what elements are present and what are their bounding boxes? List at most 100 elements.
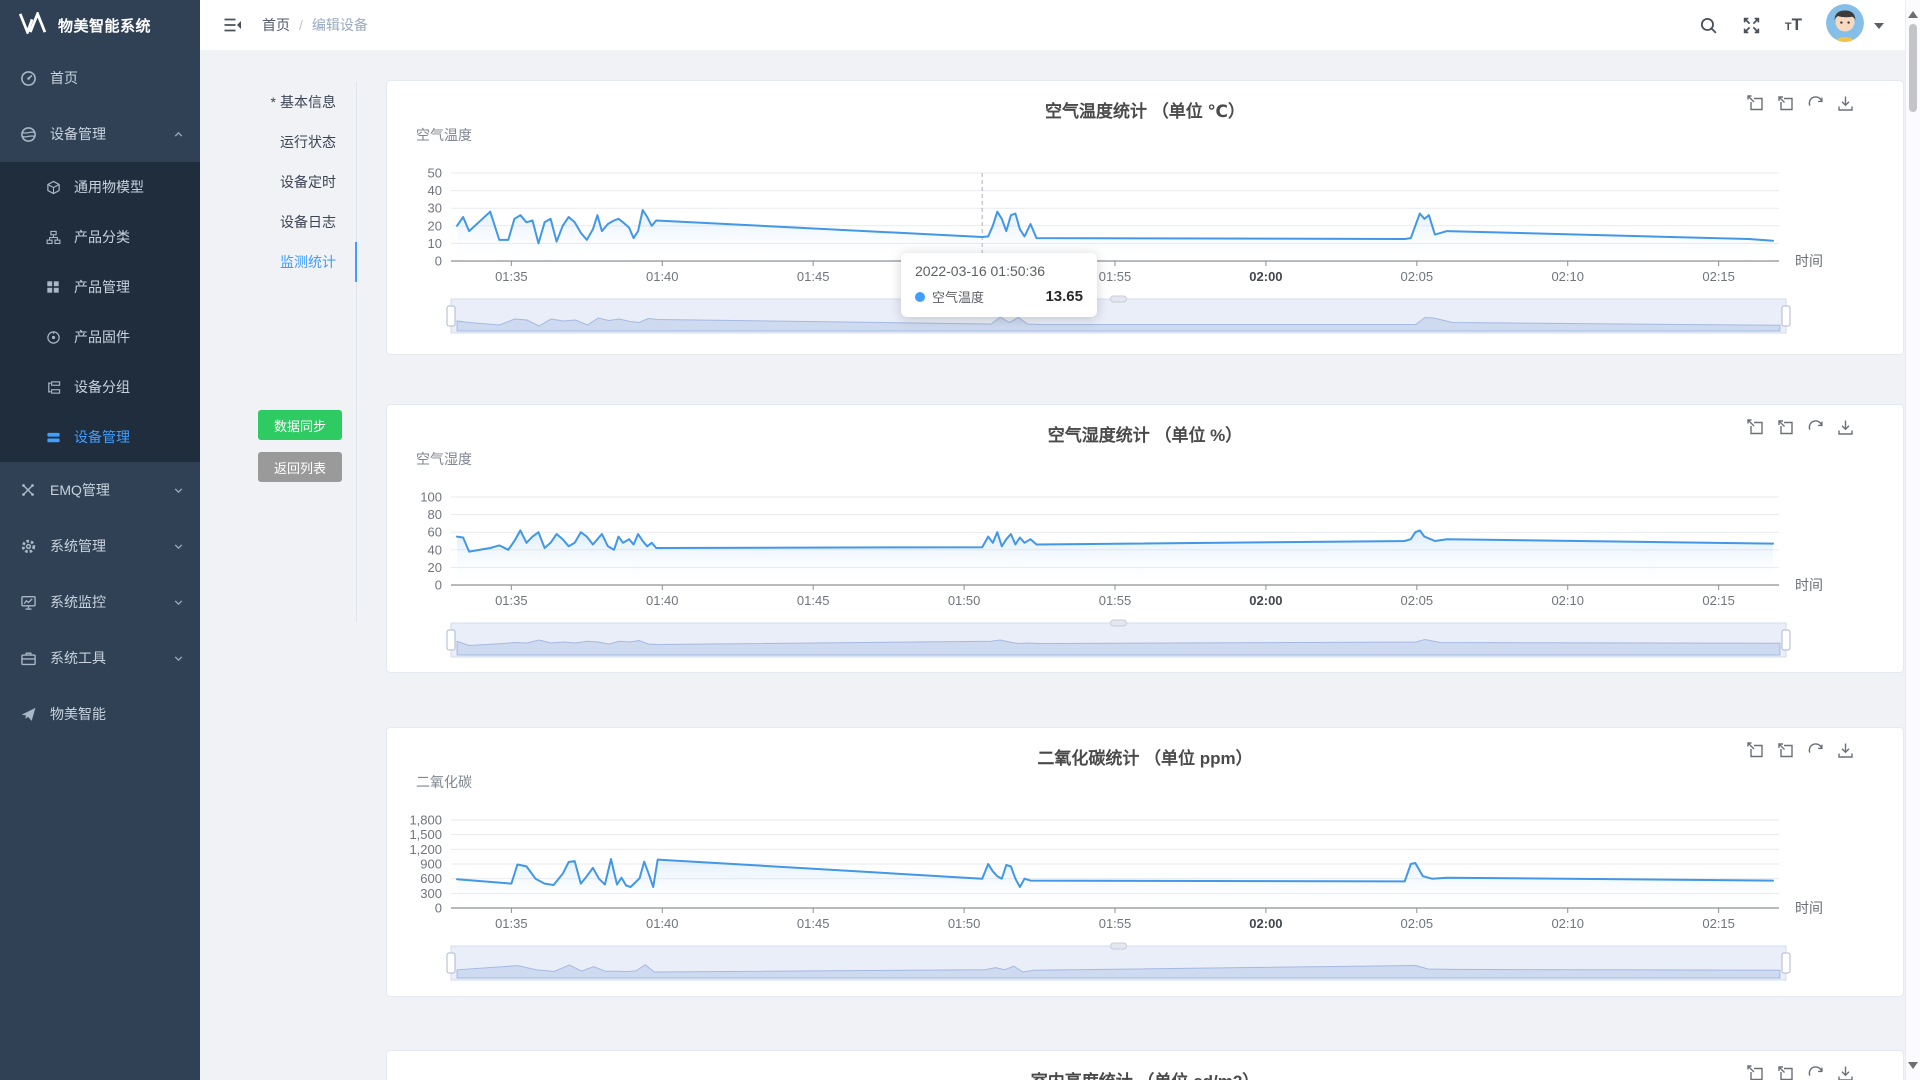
sidebar-item-home[interactable]: 首页: [0, 50, 200, 106]
datazoom-handle[interactable]: [446, 952, 456, 974]
sidebar-item-label: 系统工具: [50, 650, 106, 666]
user-menu[interactable]: [1826, 3, 1884, 47]
toolbox-restore-icon[interactable]: [1806, 94, 1825, 113]
chart-toolbox: [1746, 741, 1855, 760]
toolbox-zoom-reset-icon[interactable]: [1776, 418, 1795, 437]
toolbox-zoom-reset-icon[interactable]: [1776, 741, 1795, 760]
sidebar-item-wumei[interactable]: 物美智能: [0, 686, 200, 742]
scrollbar-up-arrow-icon[interactable]: [1908, 6, 1918, 18]
required-mark: *: [270, 94, 276, 110]
search-icon[interactable]: [1699, 16, 1718, 35]
svg-text:01:55: 01:55: [1099, 916, 1132, 931]
tab-device-timer[interactable]: 设备定时: [210, 162, 356, 202]
datazoom-handle[interactable]: [446, 305, 456, 327]
sidebar-item-device-mgmt[interactable]: 设备管理: [0, 106, 200, 162]
sidebar-item-product-firmware[interactable]: 产品固件: [0, 312, 200, 362]
tab-device-log[interactable]: 设备日志: [210, 202, 356, 242]
svg-text:20: 20: [428, 218, 442, 233]
svg-text:1,500: 1,500: [409, 827, 442, 842]
data-sync-button[interactable]: 数据同步: [258, 410, 342, 440]
tab-run-status[interactable]: 运行状态: [210, 122, 356, 162]
sidebar-item-label: 系统监控: [50, 594, 106, 610]
top-header: 首页 / 编辑设备 TT: [200, 0, 1906, 50]
toolbox-save-image-icon[interactable]: [1836, 741, 1855, 760]
scrollbar-thumb[interactable]: [1909, 24, 1917, 112]
toolbox-zoom-reset-icon[interactable]: [1776, 94, 1795, 113]
toolbox-restore-icon[interactable]: [1806, 1064, 1825, 1080]
svg-text:01:40: 01:40: [646, 593, 679, 608]
svg-text:1,200: 1,200: [409, 842, 442, 857]
toolbox-datazoom-icon[interactable]: [1746, 1064, 1765, 1080]
datazoom-move-handle[interactable]: [1110, 295, 1127, 303]
sidebar-item-system-tools[interactable]: 系统工具: [0, 630, 200, 686]
tab-label: 监测统计: [280, 254, 336, 270]
toolbox-save-image-icon[interactable]: [1836, 418, 1855, 437]
sidebar: 物美智能系统 首页 设备管理 通用物模型: [0, 0, 200, 1080]
y-axis-name: 空气湿度: [416, 451, 472, 467]
svg-text:60: 60: [428, 525, 442, 540]
datazoom-handle[interactable]: [1781, 305, 1791, 327]
tab-basic-info[interactable]: * 基本信息: [210, 82, 356, 122]
svg-text:02:10: 02:10: [1551, 593, 1584, 608]
svg-text:02:05: 02:05: [1401, 269, 1434, 284]
back-to-list-button[interactable]: 返回列表: [258, 452, 342, 482]
fullscreen-icon[interactable]: [1742, 16, 1761, 35]
tab-label: 运行状态: [280, 134, 336, 150]
toolbox-save-image-icon[interactable]: [1836, 1064, 1855, 1080]
chart-tooltip: 2022-03-16 01:50:36 空气温度 13.65: [901, 253, 1097, 317]
sidebar-item-label: 产品分类: [74, 229, 130, 245]
toolbox-zoom-reset-icon[interactable]: [1776, 1064, 1795, 1080]
toolbox-datazoom-icon[interactable]: [1746, 418, 1765, 437]
sidebar-item-system-mgmt[interactable]: 系统管理: [0, 518, 200, 574]
app-title: 物美智能系统: [58, 17, 152, 35]
datazoom-handle[interactable]: [446, 629, 456, 651]
svg-text:50: 50: [428, 166, 442, 181]
toolbox-restore-icon[interactable]: [1806, 741, 1825, 760]
svg-text:01:45: 01:45: [797, 916, 830, 931]
toolbox-restore-icon[interactable]: [1806, 418, 1825, 437]
vertical-scrollbar[interactable]: [1905, 0, 1920, 1080]
datazoom-move-handle[interactable]: [1110, 942, 1127, 950]
datazoom-handle[interactable]: [1781, 952, 1791, 974]
chart-card-temperature: 空气温度统计 （单位 ℃） 空气温度 0 10 20 30 40 50 01:35 01:40…: [386, 80, 1904, 355]
toolbox-datazoom-icon[interactable]: [1746, 741, 1765, 760]
sidebar-fold-icon[interactable]: [222, 15, 242, 35]
scrollbar-down-arrow-icon[interactable]: [1908, 1062, 1918, 1074]
humidity-chart-plot[interactable]: 0 20 40 60 80 100 01:35 01:40 01:45 01:50 01:55 02:…: [387, 483, 1877, 679]
sidebar-item-product-mgmt[interactable]: 产品管理: [0, 262, 200, 312]
datazoom-handle[interactable]: [1781, 629, 1791, 651]
main-content: * 基本信息 运行状态 设备定时 设备日志 监测统计 数据同步 返回列表 空气温…: [200, 50, 1906, 1080]
svg-text:0: 0: [435, 254, 442, 269]
chevron-up-icon: [173, 129, 184, 140]
app-logo[interactable]: 物美智能系统: [0, 0, 200, 50]
breadcrumb-separator: /: [299, 17, 303, 33]
toolbox-datazoom-icon[interactable]: [1746, 94, 1765, 113]
breadcrumb-home[interactable]: 首页: [262, 17, 290, 33]
sidebar-item-emq[interactable]: EMQ管理: [0, 462, 200, 518]
breadcrumb-current: 编辑设备: [311, 17, 368, 33]
font-size-icon[interactable]: TT: [1784, 15, 1802, 34]
firmware-icon: [46, 329, 62, 345]
sidebar-item-device-group[interactable]: 设备分组: [0, 362, 200, 412]
svg-text:时间: 时间: [1795, 253, 1823, 269]
datazoom-move-handle[interactable]: [1110, 619, 1127, 627]
toolbox-save-image-icon[interactable]: [1836, 94, 1855, 113]
sidebar-item-product-category[interactable]: 产品分类: [0, 212, 200, 262]
grid-icon: [46, 279, 62, 295]
chevron-down-icon: [173, 653, 184, 664]
svg-text:01:35: 01:35: [495, 916, 528, 931]
sidebar-item-thing-model[interactable]: 通用物模型: [0, 162, 200, 212]
detail-tabs: * 基本信息 运行状态 设备定时 设备日志 监测统计: [210, 82, 356, 282]
y-axis-name: 空气温度: [416, 127, 472, 143]
tab-monitor-stats[interactable]: 监测统计: [210, 242, 356, 282]
svg-text:10: 10: [428, 236, 442, 251]
sidebar-item-system-monitor[interactable]: 系统监控: [0, 574, 200, 630]
avatar[interactable]: [1826, 3, 1864, 47]
tab-label: 设备定时: [280, 174, 336, 190]
temperature-chart-plot[interactable]: 0102030405001:3501:4001:4501:5001:5502:0…: [387, 159, 1877, 355]
sidebar-item-label: 首页: [50, 70, 78, 86]
sidebar-item-device-mgmt-sub[interactable]: 设备管理: [0, 412, 200, 462]
sidebar-item-label: 设备管理: [74, 429, 130, 445]
